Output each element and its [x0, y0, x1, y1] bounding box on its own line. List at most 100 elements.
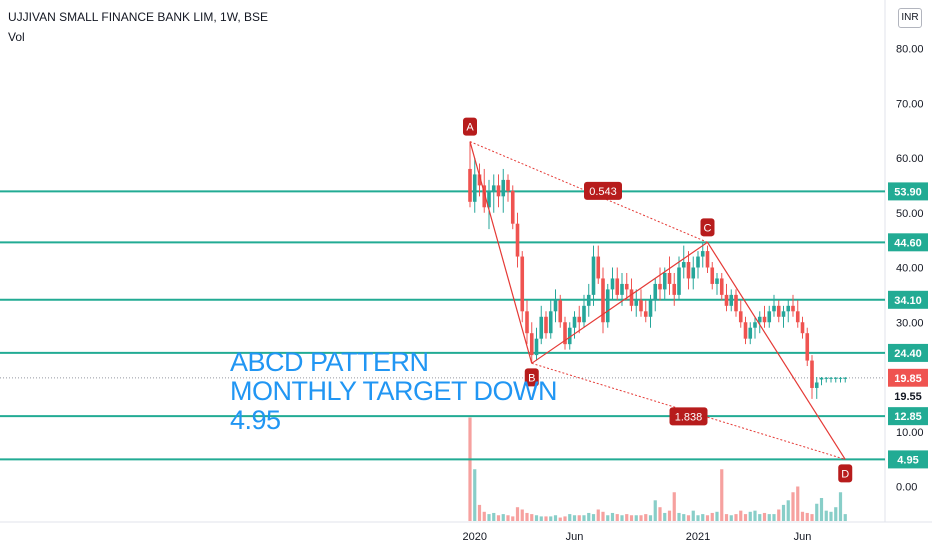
- volume-bar: [843, 514, 847, 521]
- volume-bar: [591, 514, 596, 521]
- volume-bar: [686, 515, 691, 521]
- volume-bar: [477, 504, 482, 521]
- candle-body: [729, 294, 734, 306]
- volume-bar: [515, 507, 520, 521]
- ratio-line-bd: [531, 362, 846, 460]
- volume-bar: [815, 503, 819, 521]
- volume-bar: [606, 515, 610, 521]
- pattern-leg: [531, 241, 708, 364]
- volume-bar: [577, 515, 581, 521]
- candle-body: [715, 278, 719, 284]
- candle-body: [567, 327, 572, 345]
- y-tick-label: 70.00: [896, 98, 924, 110]
- volume-bar: [838, 492, 843, 521]
- volume-bar: [734, 514, 738, 521]
- candle-body: [610, 278, 615, 290]
- volume-bar: [487, 514, 491, 521]
- candle-body: [586, 294, 591, 306]
- volume-bar: [767, 514, 771, 521]
- candle-body: [738, 311, 743, 323]
- currency-button[interactable]: INR: [898, 8, 922, 28]
- candle-body: [563, 322, 567, 345]
- volume-bar: [739, 510, 743, 521]
- volume-bar: [724, 514, 729, 521]
- volume-bar: [582, 515, 586, 521]
- volume-bar: [629, 515, 634, 521]
- prev-price-tag: [888, 386, 928, 405]
- volume-bar: [805, 512, 809, 521]
- volume-bar: [696, 515, 700, 521]
- candle-body: [762, 316, 767, 323]
- volume-bar: [596, 509, 600, 521]
- volume-bar: [658, 507, 662, 521]
- candle-body: [734, 294, 738, 312]
- candle-body: [677, 267, 681, 295]
- candle-body: [743, 322, 748, 339]
- volume-bar: [520, 509, 524, 521]
- candle-body: [705, 251, 710, 268]
- candle-body: [506, 179, 510, 191]
- level-price-tag: [888, 343, 928, 362]
- volume-bar: [691, 510, 695, 521]
- volume-bar: [667, 510, 672, 521]
- candle-body: [824, 377, 829, 379]
- candle-body: [605, 289, 610, 323]
- y-tick-label: 40.00: [896, 263, 924, 275]
- volume-bar: [534, 515, 539, 521]
- candle-body: [819, 377, 824, 380]
- ratio-label: 1.838: [675, 411, 703, 423]
- volume-bar: [701, 514, 705, 521]
- volume-bar: [781, 504, 786, 521]
- volume-bar: [810, 514, 814, 521]
- level-price-tag: [888, 450, 928, 469]
- x-tick-label: Jun: [566, 531, 584, 543]
- candle-body: [696, 256, 700, 268]
- candle-body: [772, 305, 776, 312]
- candle-body: [843, 377, 848, 379]
- volume-bar: [587, 512, 591, 521]
- volume-bar: [468, 417, 472, 521]
- annotation-line-3: 4.95: [230, 405, 281, 435]
- candle-body: [615, 278, 620, 295]
- volume-bar: [720, 469, 724, 521]
- volume-bar: [762, 512, 767, 521]
- candle-body: [539, 316, 544, 339]
- candle-body: [767, 311, 772, 323]
- volume-bar: [800, 511, 805, 521]
- y-tick-label: 0.00: [896, 482, 917, 494]
- volume-bar: [544, 516, 548, 521]
- candle-body: [629, 289, 634, 306]
- candle-body: [491, 185, 496, 191]
- volume-bar: [496, 515, 501, 521]
- candle-body: [795, 311, 800, 323]
- volume-bar: [615, 514, 619, 521]
- ratio-label: 0.543: [589, 186, 617, 198]
- annotation-line-2: MONTHLY TARGET DOWN: [230, 376, 558, 406]
- candle-body: [596, 256, 601, 279]
- volume-bar: [796, 486, 800, 521]
- candle-body: [681, 262, 686, 268]
- point-label: D: [841, 468, 849, 480]
- candle-body: [472, 174, 477, 202]
- candle-body: [553, 300, 558, 312]
- volume-legend: Vol: [8, 30, 25, 44]
- y-tick-label: 80.00: [896, 44, 924, 56]
- candle-body: [544, 316, 548, 334]
- volume-bar: [625, 514, 629, 521]
- volume-bar: [644, 514, 648, 521]
- candle-body: [672, 283, 677, 295]
- volume-bar: [620, 515, 624, 521]
- candle-body: [496, 185, 501, 197]
- volume-bar: [729, 515, 733, 521]
- candle-body: [814, 382, 819, 388]
- volume-bar: [506, 515, 510, 521]
- candle-body: [667, 272, 672, 284]
- volume-bar: [786, 500, 790, 521]
- candle-body: [558, 300, 563, 323]
- x-tick-label: Jun: [794, 531, 812, 543]
- level-price-label: 12.85: [894, 411, 922, 423]
- volume-bar: [634, 515, 638, 521]
- level-price-tag: [888, 290, 928, 309]
- volume-bar: [473, 469, 477, 521]
